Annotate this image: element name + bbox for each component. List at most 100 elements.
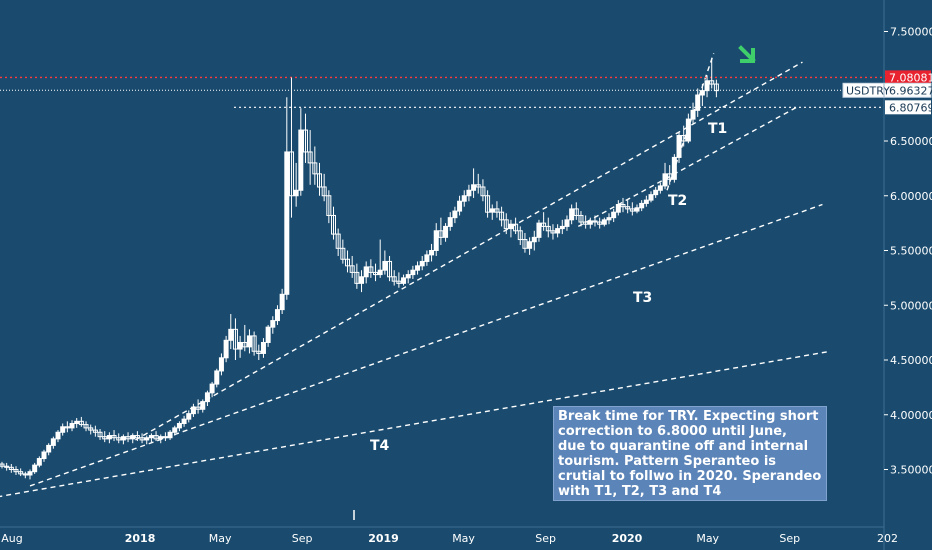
time-tick-label: 2019 bbox=[368, 532, 399, 545]
candle-body bbox=[354, 271, 360, 284]
candle-body bbox=[545, 225, 551, 232]
candle-body bbox=[452, 210, 458, 219]
candle-body bbox=[97, 431, 103, 438]
candle-body bbox=[485, 195, 491, 213]
candle bbox=[662, 162, 668, 190]
price-tick-label: 4.50000 bbox=[890, 354, 932, 367]
candle bbox=[475, 173, 481, 194]
time-tick-label: May bbox=[209, 532, 232, 545]
candle-body bbox=[629, 208, 635, 212]
candle-body bbox=[522, 239, 528, 249]
candle-body bbox=[377, 269, 383, 276]
candle-body bbox=[316, 173, 322, 188]
candle-body bbox=[288, 151, 294, 197]
candle bbox=[611, 208, 617, 223]
candle bbox=[176, 421, 182, 432]
candle bbox=[50, 436, 56, 449]
candle-body bbox=[681, 135, 687, 142]
candle-body bbox=[246, 335, 252, 348]
candle bbox=[489, 204, 495, 220]
candle bbox=[643, 195, 649, 207]
candle bbox=[298, 108, 304, 196]
trendline-label-t4: T4 bbox=[370, 438, 390, 454]
candle-body bbox=[559, 225, 565, 230]
candle-body bbox=[657, 185, 663, 191]
candle-body bbox=[349, 265, 355, 273]
candle bbox=[676, 132, 682, 163]
annotation-note[interactable]: Break time for TRY. Expecting short corr… bbox=[553, 406, 827, 501]
time-tick-label: Aug bbox=[1, 532, 22, 545]
candle bbox=[144, 435, 150, 445]
candle-body bbox=[695, 94, 701, 111]
candle bbox=[559, 219, 565, 235]
candle bbox=[466, 184, 472, 202]
candle bbox=[97, 428, 103, 440]
candle-body bbox=[340, 247, 346, 260]
candle bbox=[237, 335, 243, 358]
time-tick-label: Sep bbox=[779, 532, 800, 545]
candle bbox=[597, 217, 603, 229]
candle-body bbox=[653, 189, 659, 196]
candle-body bbox=[120, 436, 126, 441]
candle bbox=[419, 255, 425, 271]
time-tick-label: Sep bbox=[535, 532, 556, 545]
candle bbox=[153, 431, 159, 442]
candle bbox=[60, 423, 66, 436]
candle-body bbox=[22, 473, 28, 476]
candle bbox=[415, 261, 421, 275]
candle bbox=[125, 432, 131, 443]
candle-body bbox=[457, 200, 463, 212]
candle-body bbox=[195, 406, 201, 410]
candle bbox=[64, 421, 70, 433]
misc-marks bbox=[353, 45, 756, 520]
candle-body bbox=[419, 260, 425, 267]
candle-body bbox=[713, 83, 719, 92]
candle bbox=[377, 239, 383, 278]
candle-body bbox=[345, 258, 351, 267]
candle bbox=[167, 430, 173, 440]
candle-body bbox=[209, 383, 215, 394]
candle bbox=[349, 255, 355, 278]
candle bbox=[634, 204, 640, 214]
candle bbox=[503, 213, 509, 235]
horizontal-lines bbox=[0, 76, 884, 108]
candle bbox=[508, 219, 514, 238]
candle bbox=[494, 201, 500, 218]
candle-body bbox=[223, 339, 229, 359]
candle bbox=[587, 217, 593, 229]
candle bbox=[4, 462, 10, 471]
candle bbox=[256, 344, 262, 360]
candle-body bbox=[424, 254, 430, 262]
price-tag-support-box bbox=[885, 100, 931, 115]
candle bbox=[452, 206, 458, 224]
last-price-label: 6.96327 bbox=[889, 84, 932, 97]
candle-body bbox=[471, 184, 477, 191]
candle bbox=[709, 57, 715, 89]
candle bbox=[513, 217, 519, 235]
candle-body bbox=[139, 437, 145, 441]
candle bbox=[625, 200, 631, 214]
candle bbox=[354, 263, 360, 289]
candle-body bbox=[46, 444, 52, 453]
price-tick-label: 5.00000 bbox=[890, 299, 932, 312]
candle-body bbox=[106, 435, 112, 440]
price-tag-high-box bbox=[885, 70, 931, 85]
time-axis: Aug 2018 May Sep 2019 May Sep 2020 May Sep 202 bbox=[0, 526, 898, 545]
candle bbox=[148, 433, 154, 443]
candle-body bbox=[8, 466, 14, 470]
candle-body bbox=[676, 135, 682, 158]
candle bbox=[653, 186, 659, 198]
candle-body bbox=[466, 189, 472, 197]
candle bbox=[550, 224, 556, 240]
candle-body bbox=[685, 118, 691, 142]
candle-body bbox=[359, 276, 365, 284]
candle-body bbox=[83, 424, 89, 429]
candle-body bbox=[130, 435, 136, 440]
candle bbox=[274, 305, 280, 325]
time-tick-label: Sep bbox=[292, 532, 313, 545]
candle bbox=[569, 204, 575, 225]
candle-body bbox=[368, 266, 374, 273]
candle bbox=[601, 217, 607, 227]
